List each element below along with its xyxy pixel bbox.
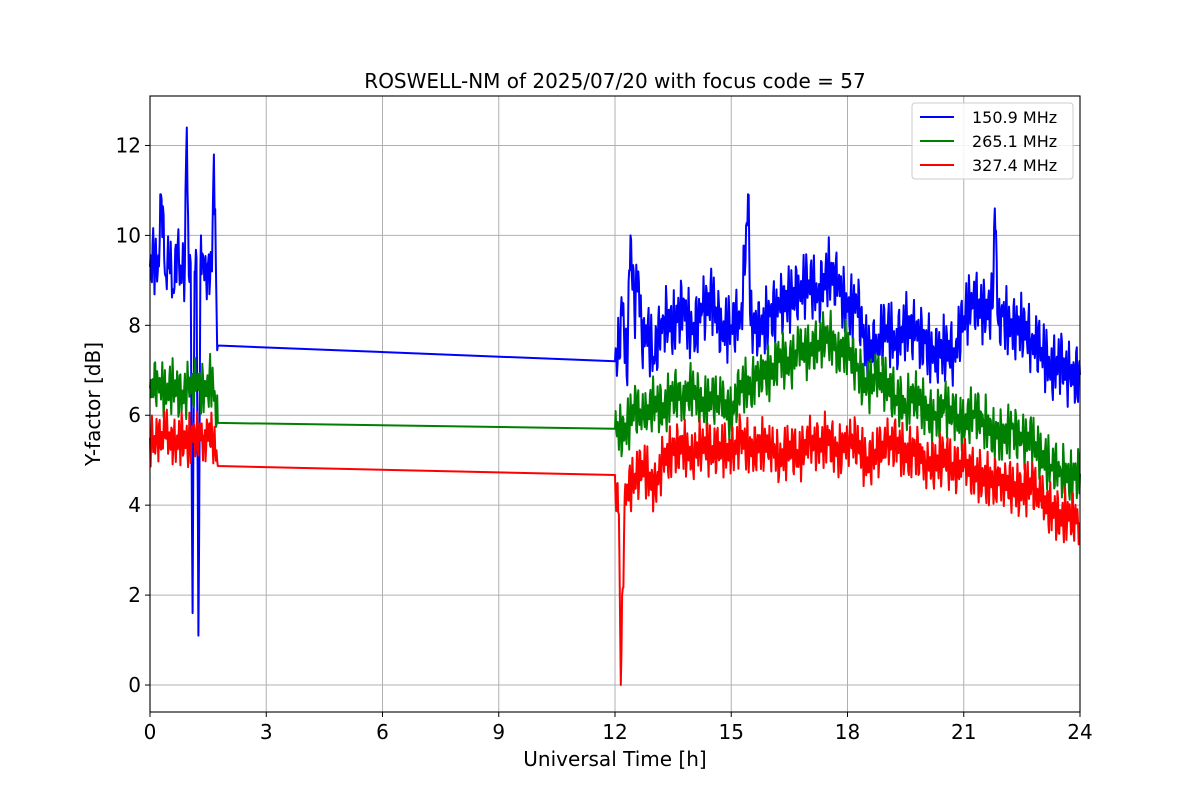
x-tick-label: 9 [492, 720, 505, 744]
chart-title: ROSWELL-NM of 2025/07/20 with focus code… [364, 69, 865, 93]
series-layer [149, 126, 1081, 686]
legend: 150.9 MHz 265.1 MHz 327.4 MHz [911, 102, 1074, 180]
y-tick-label: 0 [128, 673, 141, 697]
x-tick-label: 15 [719, 720, 744, 744]
legend-label: 327.4 MHz [972, 156, 1057, 175]
x-axis-label: Universal Time [h] [523, 747, 706, 771]
series-line-265-1-mhz [149, 309, 1081, 503]
series-line-150-9-mhz [149, 126, 1081, 637]
series-line-327-4-mhz [149, 408, 1081, 686]
series-150-9-mhz [149, 126, 1081, 637]
legend-box [911, 102, 1074, 180]
x-tick-label: 21 [951, 720, 976, 744]
x-tick-label: 24 [1067, 720, 1092, 744]
series-327-4-mhz [149, 408, 1081, 686]
x-tick-label: 0 [144, 720, 157, 744]
y-axis-label: Y-factor [dB] [81, 342, 105, 467]
x-tick-label: 6 [376, 720, 389, 744]
legend-label: 150.9 MHz [972, 108, 1057, 127]
y-tick-label: 6 [128, 403, 141, 427]
legend-label: 265.1 MHz [972, 132, 1057, 151]
x-tick-label: 18 [835, 720, 860, 744]
y-tick-label: 8 [128, 313, 141, 337]
x-tick-label: 3 [260, 720, 273, 744]
y-tick-label: 2 [128, 583, 141, 607]
y-tick-label: 4 [128, 493, 141, 517]
x-tick-label: 12 [602, 720, 627, 744]
y-tick-label: 10 [116, 223, 141, 247]
y-tick-label: 12 [116, 133, 141, 157]
series-265-1-mhz [149, 309, 1081, 503]
